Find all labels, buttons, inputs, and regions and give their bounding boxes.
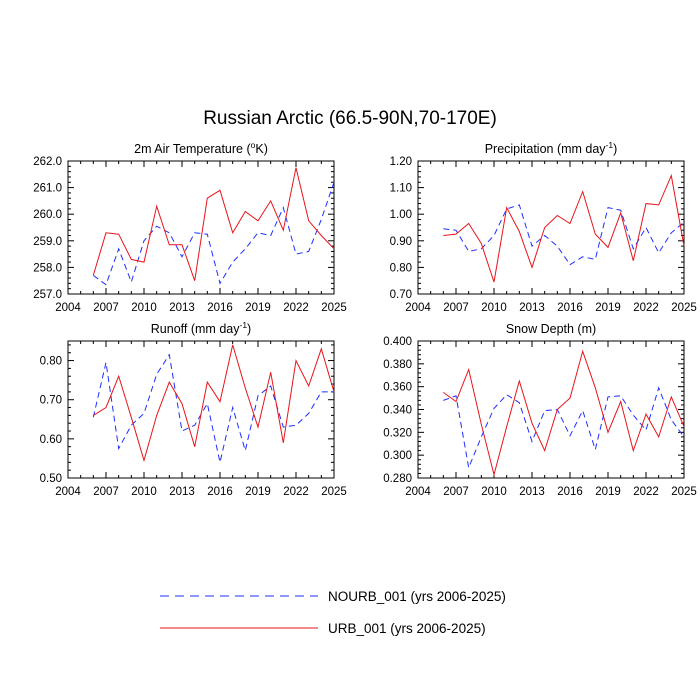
x-tick-label: 2010: [131, 486, 157, 498]
x-tick-label: 2007: [443, 486, 469, 498]
y-tick-label: 0.360: [383, 382, 412, 394]
y-tick-label: 0.300: [383, 450, 412, 462]
y-tick-label: 0.90: [390, 236, 412, 248]
y-tick-label: 258.0: [33, 262, 62, 274]
legend-label-nourb: NOURB_001 (yrs 2006-2025): [328, 589, 506, 604]
x-tick-label: 2025: [321, 486, 347, 498]
series-line-nourb-001: [92, 353, 334, 463]
y-tick-label: 0.280: [383, 473, 412, 485]
x-tick-label: 2004: [55, 302, 81, 314]
panel-title-tail: K): [255, 142, 268, 156]
panel-title: Snow Depth (m): [506, 322, 596, 336]
x-tick-label: 2010: [481, 486, 507, 498]
x-tick-label: 2016: [207, 486, 233, 498]
x-tick-label: 2022: [633, 302, 659, 314]
series-line-urb-001: [92, 167, 335, 281]
y-tick-label: 257.0: [33, 289, 62, 301]
panel-2: Precipitation (mm day-1) 2004 2007 2010 2013…: [390, 140, 697, 314]
y-tick-label: 1.10: [390, 183, 412, 195]
legend-label-urb: URB_001 (yrs 2006-2025): [328, 621, 486, 636]
x-tick-label: 2025: [671, 486, 697, 498]
x-tick-label: 2019: [245, 302, 271, 314]
x-tick-label: 2010: [131, 302, 157, 314]
y-tick-label: 0.400: [383, 336, 412, 348]
y-tick-label: 0.50: [40, 473, 62, 485]
panel-title-text: Precipitation (mm day: [485, 142, 607, 156]
y-tick-label: 0.340: [383, 405, 412, 417]
y-tick-label: 0.320: [383, 427, 412, 439]
x-tick-label: 2025: [671, 302, 697, 314]
x-tick-label: 2022: [633, 486, 659, 498]
y-tick-label: 0.70: [40, 395, 62, 407]
y-tick-label: 1.20: [390, 156, 412, 168]
plot-frame: [67, 160, 335, 295]
panel-title: Runoff (mm day-1): [151, 320, 251, 336]
panel-title-superscript: o: [251, 140, 256, 150]
x-tick-label: 2013: [169, 302, 195, 314]
panels: 2m Air Temperature (oK) 2004 2007 2010 2013 2…: [33, 140, 697, 498]
panel-3: Runoff (mm day-1) 2004 2007 2010 2013 2016 201…: [40, 320, 347, 498]
x-tick-label: 2022: [283, 486, 309, 498]
x-tick-label: 2007: [93, 486, 119, 498]
series-line-nourb-001: [443, 204, 685, 266]
y-tick-label: 260.0: [33, 209, 62, 221]
x-tick-label: 2004: [405, 486, 431, 498]
plot-frame: [67, 340, 335, 479]
panel-title-text: Snow Depth (m): [506, 322, 596, 336]
y-tick-label: 262.0: [33, 156, 62, 168]
x-tick-label: 2016: [557, 302, 583, 314]
y-tick-label: 0.70: [390, 289, 412, 301]
y-tick-label: 0.60: [40, 434, 62, 446]
panel-title-text: Runoff (mm day: [151, 322, 240, 336]
x-tick-label: 2007: [93, 302, 119, 314]
panel-title: 2m Air Temperature (oK): [134, 140, 268, 156]
x-tick-label: 2016: [207, 302, 233, 314]
x-tick-label: 2019: [245, 486, 271, 498]
series-line-urb-001: [443, 349, 685, 477]
panel-title-superscript: -1: [239, 320, 247, 330]
series-line-nourb-001: [93, 182, 335, 286]
x-tick-label: 2025: [321, 302, 347, 314]
series-line-nourb-001: [443, 386, 685, 470]
x-tick-label: 2019: [595, 486, 621, 498]
figure-title: Russian Arctic (66.5-90N,70-170E): [203, 108, 497, 129]
series-line-urb-001: [93, 344, 335, 463]
x-tick-label: 2010: [481, 302, 507, 314]
series-line-urb-001: [443, 173, 685, 283]
x-tick-label: 2004: [55, 486, 81, 498]
panel-title-tail: ): [613, 142, 617, 156]
panel-title-text: 2m Air Temperature (: [134, 142, 251, 156]
plot-frame: [417, 160, 685, 295]
y-tick-label: 259.0: [33, 236, 62, 248]
y-tick-label: 0.80: [390, 262, 412, 274]
x-tick-label: 2022: [283, 302, 309, 314]
x-tick-label: 2013: [519, 302, 545, 314]
legend: NOURB_001 (yrs 2006-2025) URB_001 (yrs 2…: [160, 589, 506, 636]
y-tick-label: 1.00: [390, 209, 412, 221]
panel-1: 2m Air Temperature (oK) 2004 2007 2010 2013 2…: [33, 140, 347, 314]
x-tick-label: 2013: [519, 486, 545, 498]
x-tick-label: 2013: [169, 486, 195, 498]
panel-title-superscript: -1: [606, 140, 614, 150]
x-tick-label: 2004: [405, 302, 431, 314]
y-tick-label: 261.0: [33, 183, 62, 195]
panel-4: Snow Depth (m) 2004 2007 2010 2013 2016 2019 20…: [383, 322, 697, 498]
panel-title-tail: ): [247, 322, 251, 336]
plot-frame: [417, 340, 685, 479]
y-tick-label: 0.380: [383, 359, 412, 371]
x-tick-label: 2007: [443, 302, 469, 314]
x-tick-label: 2016: [557, 486, 583, 498]
y-tick-label: 0.80: [40, 356, 62, 368]
x-tick-label: 2019: [595, 302, 621, 314]
panel-title: Precipitation (mm day-1): [485, 140, 618, 156]
